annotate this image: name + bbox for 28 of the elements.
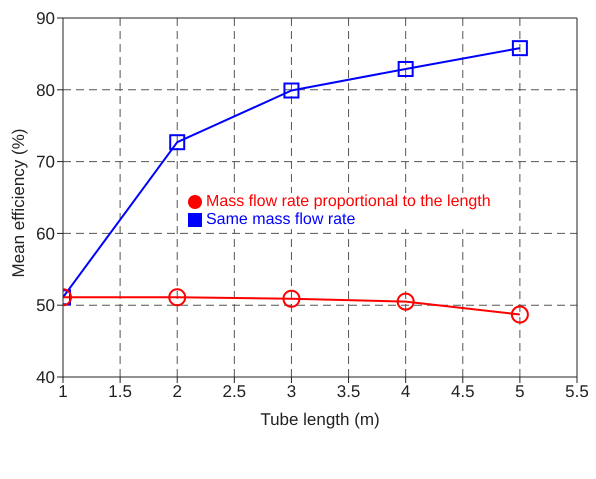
x-tick-label: 2.5: [222, 382, 246, 402]
y-tick-label: 90: [36, 9, 55, 28]
point: [282, 290, 300, 308]
point: [283, 82, 300, 99]
x-tick-label: 5: [515, 382, 525, 402]
legend-label: Mass flow rate proportional to the length: [206, 193, 491, 210]
point: [396, 292, 415, 311]
x-tick-label: 1.5: [108, 382, 132, 402]
y-tick-label: 60: [36, 224, 55, 244]
y-tick-label: 80: [36, 80, 55, 100]
legend-label: Same mass flow rate: [206, 211, 356, 228]
point: [169, 134, 186, 150]
point: [510, 306, 529, 324]
x-tick-label: 2: [172, 382, 182, 402]
y-tick-label: 50: [36, 296, 55, 316]
x-tick-label: 1: [58, 382, 68, 402]
y-tick-label: 40: [36, 368, 55, 388]
y-axis-title: Mean efficiency (%): [9, 128, 28, 278]
point: [398, 60, 414, 77]
x-tick-label: 5.5: [565, 382, 589, 402]
x-tick-label: 3: [286, 382, 296, 402]
x-axis-title: Tube length (m): [260, 410, 380, 429]
x-tick-label: 3.5: [336, 382, 360, 402]
x-tick-label: 4: [400, 382, 410, 402]
point: [512, 40, 528, 56]
y-tick-label: 70: [36, 152, 55, 172]
point: [168, 288, 186, 306]
x-tick-label: 4.5: [450, 382, 475, 402]
